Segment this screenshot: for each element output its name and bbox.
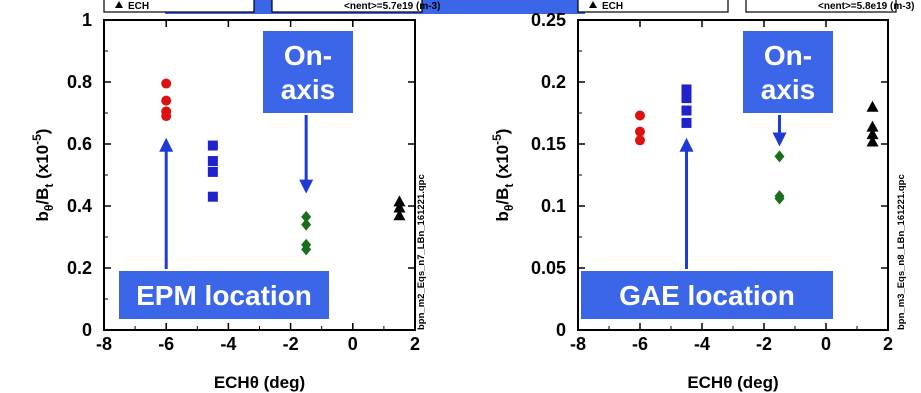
- data-point-square: [207, 166, 218, 177]
- legend-box-partial: [577, 0, 729, 13]
- y-tick-label: 0.2: [67, 258, 92, 278]
- y-axis-label: bθ/Bt (x10-5): [490, 129, 516, 222]
- data-point-triangle: [866, 135, 879, 147]
- x-axis-label: ECHθ (deg): [687, 373, 778, 392]
- data-point-circle: [161, 78, 172, 89]
- legend-box-partial: [271, 0, 423, 13]
- data-point-diamond: [774, 150, 785, 163]
- x-tick-label: -6: [158, 334, 174, 354]
- y-tick-label: 0.15: [531, 134, 566, 154]
- callout-box: [741, 29, 835, 115]
- x-tick-label: -2: [756, 334, 772, 354]
- data-point-square: [207, 140, 218, 151]
- x-tick-label: -6: [632, 334, 648, 354]
- x-tick-label: 2: [883, 334, 893, 354]
- data-point-square: [681, 105, 692, 116]
- callout-box: [579, 269, 835, 321]
- data-point-circle: [635, 110, 645, 121]
- x-tick-label: 0: [348, 334, 358, 354]
- legend-partial-text: ECH: [602, 1, 623, 12]
- x-tick-label: -4: [694, 334, 710, 354]
- y-tick-label: 1: [82, 10, 92, 30]
- y-tick-label: 0.6: [67, 134, 92, 154]
- callout-text: EPM location: [136, 280, 312, 311]
- x-tick-label: 0: [821, 334, 831, 354]
- right-panel: ECH <nent>=5.8e19 (m-3) -8 -6 -4 -2 0 2 0 0.05 0.1…: [490, 0, 914, 392]
- data-point-circle: [635, 135, 645, 146]
- y-tick-label: 0: [82, 320, 92, 340]
- x-tick-label: -8: [96, 334, 112, 354]
- legend-triangle-marker: [589, 1, 597, 8]
- data-point-square: [681, 117, 692, 128]
- data-point-square: [681, 84, 692, 95]
- x-tick-label: -8: [570, 334, 586, 354]
- callout-arrow-head: [772, 132, 787, 147]
- callout-arrow-head: [159, 137, 174, 152]
- legend-box-partial: [103, 0, 255, 13]
- callout-text: On-axis: [761, 40, 816, 105]
- data-point-diamond: [301, 218, 312, 231]
- callout-box: [117, 269, 331, 321]
- data-point-triangle: [393, 195, 406, 207]
- side-file-label: bpn_m3_Eqs_n8_LBn_161221.qpc: [896, 174, 907, 330]
- data-point-diamond: [301, 243, 312, 256]
- callout-arrow-head: [679, 137, 694, 152]
- legend-triangle-marker: [115, 1, 123, 8]
- x-tick-label: 2: [410, 334, 420, 354]
- legend-box-partial: [745, 0, 897, 13]
- data-point-circle: [161, 95, 172, 106]
- data-point-triangle: [866, 120, 879, 132]
- callout-text: GAE location: [619, 280, 795, 311]
- data-point-triangle: [393, 201, 406, 213]
- data-point-circle: [635, 126, 645, 137]
- legend-partial-text: ECH: [128, 1, 149, 12]
- legend-partial-text: <nent>=5.8e19 (m-3): [818, 1, 914, 12]
- data-point-triangle: [393, 209, 406, 221]
- data-point-triangle: [866, 128, 879, 140]
- data-point-circle: [161, 111, 172, 122]
- callout-box: [261, 29, 355, 115]
- side-file-label: bpn_m2_Eqs_n7_LBn_161221.qpc: [416, 174, 427, 330]
- y-tick-label: 0.25: [531, 10, 566, 30]
- x-axis-label: ECHθ (deg): [214, 373, 305, 392]
- x-tick-label: -2: [283, 334, 299, 354]
- left-panel: ECH <nent>=5.7e19 (m-3) -8 -6 -4 -2 0 2 0 0.2 0.4 0…: [30, 0, 440, 392]
- callout-arrow-head: [299, 179, 314, 194]
- data-point-triangle: [866, 100, 879, 112]
- x-tick-label: -4: [220, 334, 236, 354]
- data-point-square: [207, 191, 218, 202]
- y-tick-label: 0.2: [541, 72, 566, 92]
- legend-partial-text: <nent>=5.7e19 (m-3): [344, 1, 440, 12]
- y-tick-label: 0.8: [67, 72, 92, 92]
- data-point-square: [207, 156, 218, 167]
- data-point-square: [681, 93, 692, 104]
- data-point-diamond: [774, 192, 785, 205]
- data-point-diamond: [301, 210, 312, 223]
- y-tick-label: 0.1: [541, 196, 566, 216]
- y-axis-label: bθ/Bt (x10-5): [30, 129, 56, 222]
- y-tick-label: 0: [556, 320, 566, 340]
- y-tick-label: 0.4: [67, 196, 92, 216]
- callout-text: On-axis: [281, 40, 336, 105]
- y-tick-label: 0.05: [531, 258, 566, 278]
